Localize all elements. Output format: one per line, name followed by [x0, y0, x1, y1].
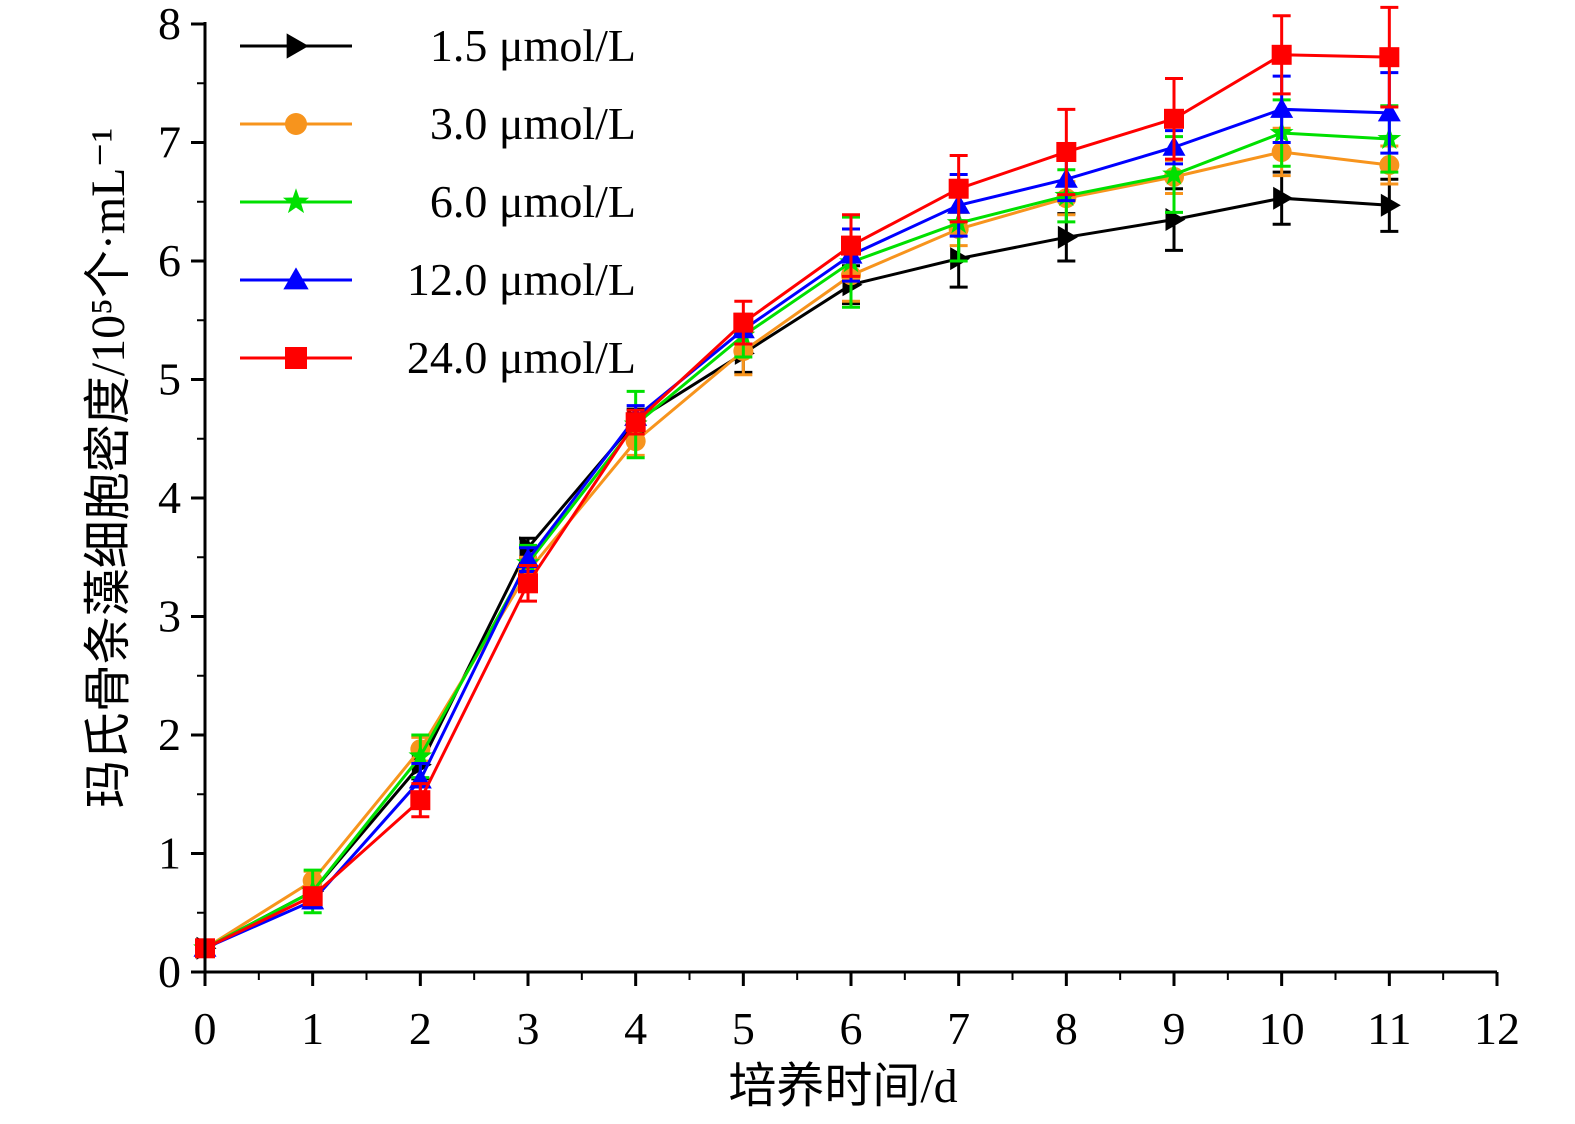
series-2 [195, 126, 1400, 959]
y-tick-label: 8 [158, 0, 181, 49]
x-tick-label: 10 [1259, 1003, 1305, 1054]
series-line [204, 150, 1390, 950]
data-point [518, 573, 538, 594]
y-tick-label: 1 [158, 828, 181, 879]
x-tick-label: 7 [947, 1003, 970, 1054]
x-tick-label: 3 [517, 1003, 540, 1054]
legend: 1.5 μmol/L 3.0 μmol/L 6.0 μmol/L 12.0 μmol/… [240, 20, 636, 383]
legend-item-3: 6.0 μmol/L [240, 176, 636, 227]
data-point [625, 412, 646, 433]
data-point [1164, 108, 1184, 129]
data-point [1273, 186, 1294, 210]
legend-item-1: 1.5 μmol/L [240, 20, 636, 71]
y-tick-label: 7 [158, 117, 181, 168]
x-tick-label: 2 [409, 1003, 432, 1054]
y-tick-label: 4 [158, 472, 181, 523]
plot-area [193, 5, 1402, 960]
data-point [841, 235, 861, 256]
y-tick-label: 2 [158, 709, 181, 760]
legend-marker [282, 188, 310, 214]
series-line [204, 107, 1390, 950]
legend-marker [285, 113, 307, 135]
legend-label: 6.0 μmol/L [430, 176, 636, 227]
data-point [1270, 97, 1294, 118]
data-point [1162, 162, 1186, 185]
legend-label: 24.0 μmol/L [407, 332, 636, 383]
series-4 [193, 71, 1401, 957]
legend-item-5: 24.0 μmol/L [240, 332, 636, 383]
data-point [733, 312, 754, 333]
legend-label: 12.0 μmol/L [407, 254, 636, 305]
data-point [1057, 225, 1078, 249]
x-tick-label: 1 [301, 1003, 324, 1054]
data-point [302, 886, 323, 907]
legend-marker [283, 267, 309, 290]
x-tick-label: 9 [1163, 1003, 1186, 1054]
data-point [408, 743, 433, 767]
series-line [204, 53, 1390, 950]
x-tick-label: 0 [194, 1003, 217, 1054]
y-tick-label: 0 [158, 946, 181, 997]
y-axis-title: 玛氏骨条藻细胞密度/10⁵个·mL⁻¹ [82, 128, 135, 808]
legend-item-4: 12.0 μmol/L [240, 254, 636, 305]
y-tick-label: 3 [158, 591, 181, 642]
data-point [1056, 141, 1077, 162]
data-point [1379, 47, 1400, 68]
series-line [204, 196, 1390, 950]
legend-item-2: 3.0 μmol/L [240, 98, 636, 149]
x-tick-label: 8 [1055, 1003, 1078, 1054]
y-tick-label: 6 [158, 235, 181, 286]
x-axis-title: 培养时间/d [728, 1060, 957, 1113]
series-line [204, 131, 1390, 950]
data-point [948, 178, 969, 199]
series-5 [195, 5, 1400, 959]
data-point [1380, 193, 1401, 217]
x-tick-label: 4 [624, 1003, 647, 1054]
x-tick-label: 6 [840, 1003, 863, 1054]
legend-marker [286, 33, 309, 59]
data-point [1271, 44, 1292, 65]
legend-label: 3.0 μmol/L [430, 98, 636, 149]
legend-label: 1.5 μmol/L [430, 20, 636, 71]
x-tick-label: 12 [1474, 1003, 1520, 1054]
data-point [1377, 101, 1401, 122]
x-tick-label: 11 [1367, 1003, 1411, 1054]
data-point [410, 790, 431, 811]
y-tick-label: 5 [158, 354, 181, 405]
data-point [516, 548, 540, 569]
legend-marker [285, 347, 307, 369]
x-tick-label: 5 [732, 1003, 755, 1054]
